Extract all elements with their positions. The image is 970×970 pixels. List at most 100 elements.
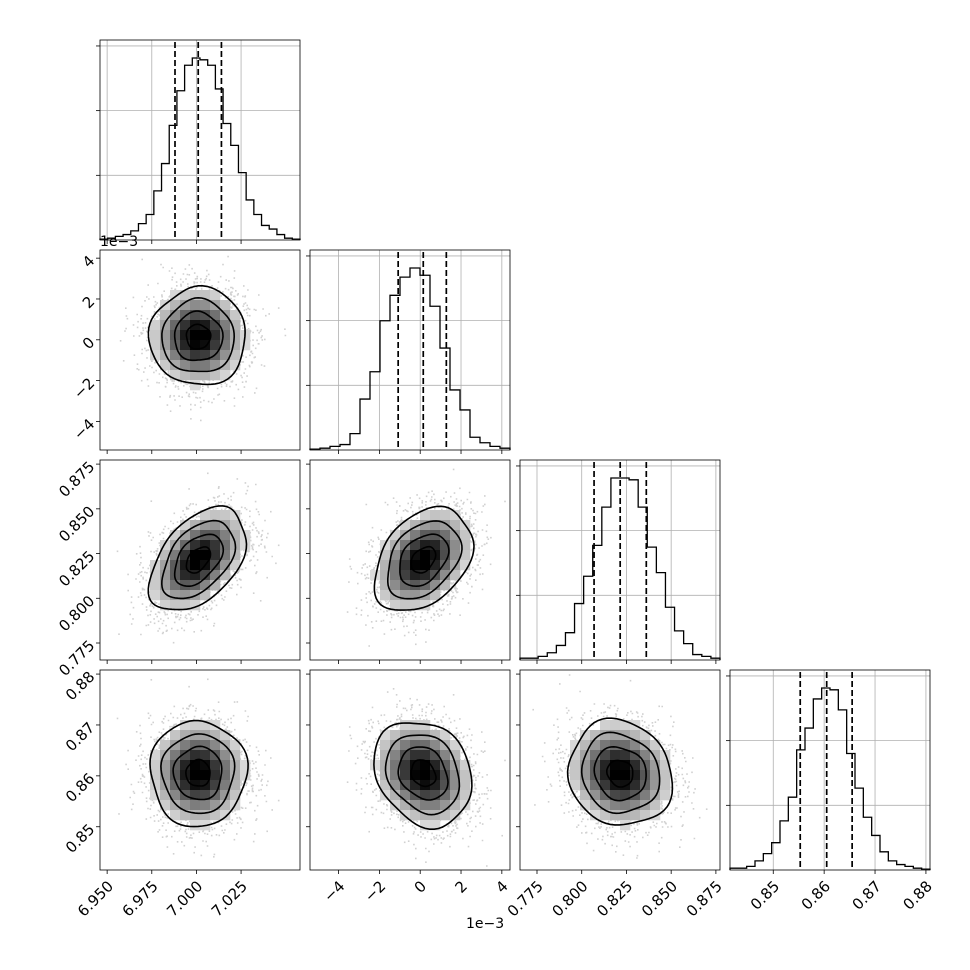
density-cell — [210, 290, 221, 301]
density-cell — [200, 510, 211, 521]
density-cell — [400, 540, 411, 551]
density-cell — [440, 520, 451, 531]
density-cell — [440, 580, 451, 591]
density-cell — [230, 790, 241, 801]
density-cell — [190, 600, 201, 611]
contour-line — [566, 717, 674, 826]
density-cell — [460, 790, 471, 801]
density-cell — [600, 810, 611, 821]
density-cell — [170, 780, 181, 791]
density-cell — [220, 800, 231, 811]
x-tick-label: 0.86 — [798, 877, 834, 913]
density-cell — [390, 530, 401, 541]
density-cell — [380, 570, 391, 581]
density-cell — [220, 550, 231, 561]
density-cell — [420, 720, 431, 731]
y-tick-label: 0.825 — [55, 547, 98, 590]
density-cell — [420, 750, 431, 761]
density-cell — [200, 800, 211, 811]
density-cell — [380, 560, 391, 571]
axes-frame — [309, 249, 511, 451]
density-cell — [170, 540, 181, 551]
density-cell — [170, 760, 181, 771]
density-cell — [160, 740, 171, 751]
density-cell — [170, 770, 181, 781]
density-cell — [150, 340, 161, 351]
density-cell — [440, 560, 451, 571]
density-cell — [460, 540, 471, 551]
density-cell — [180, 770, 191, 781]
density-cell — [650, 800, 661, 811]
density-cell — [220, 510, 231, 521]
contour-line — [410, 545, 437, 574]
density-cell — [190, 550, 201, 561]
x-tick-label: 0.88 — [899, 877, 935, 913]
density-cell — [430, 520, 441, 531]
x-tick-label: −4 — [320, 877, 348, 905]
histogram-step-line — [729, 687, 931, 870]
density-cell — [430, 590, 441, 601]
density-cell — [230, 340, 241, 351]
panel-content — [346, 468, 506, 647]
density-cell — [420, 800, 431, 811]
density-cell — [440, 770, 451, 781]
density-cell — [410, 740, 421, 751]
density-cell — [210, 370, 221, 381]
density-cell — [420, 520, 431, 531]
density-cell — [230, 310, 241, 321]
density-cell — [150, 760, 161, 771]
histogram-step-line — [309, 267, 511, 450]
density-cell — [420, 820, 431, 831]
density-cell — [170, 790, 181, 801]
density-cell — [410, 580, 421, 591]
density-cell — [210, 320, 221, 331]
density-cell — [180, 590, 191, 601]
density-cell — [230, 510, 241, 521]
density-cell — [180, 350, 191, 361]
density-cell — [400, 720, 411, 731]
density-cell — [410, 560, 421, 571]
density-cell — [180, 810, 191, 821]
density-cell — [230, 750, 241, 761]
contour-line — [397, 746, 449, 801]
density-cell — [400, 560, 411, 571]
density-cell — [430, 510, 441, 521]
density-cell — [580, 800, 591, 811]
x-tick-label: −2 — [361, 877, 389, 905]
density-cell — [570, 780, 581, 791]
x-tick-label: 4 — [492, 877, 511, 896]
density-cell — [380, 580, 391, 591]
density-cell — [410, 780, 421, 791]
density-cell — [650, 750, 661, 761]
density-cell — [400, 780, 411, 791]
density-cell — [390, 740, 401, 751]
density-cell — [210, 520, 221, 531]
density-cell — [150, 320, 161, 331]
density-cell — [460, 760, 471, 771]
density-cell — [400, 790, 411, 801]
density-cell — [620, 740, 631, 751]
density-cell — [170, 360, 181, 371]
density-cell — [230, 530, 241, 541]
y-tick-label: 0 — [79, 333, 98, 352]
density-cell — [200, 570, 211, 581]
axes-frame — [519, 459, 721, 661]
density-cell — [210, 810, 221, 821]
density-cell — [160, 750, 171, 761]
density-cell — [440, 530, 451, 541]
density-cell — [180, 310, 191, 321]
density-cell — [230, 550, 241, 561]
density-cell — [420, 810, 431, 821]
density-cell — [650, 770, 661, 781]
density-cell — [200, 520, 211, 531]
x-tick-label: 0.850 — [638, 877, 681, 920]
density-cell — [170, 550, 181, 561]
density-cell — [190, 740, 201, 751]
density-cell — [440, 760, 451, 771]
density-cell — [210, 740, 221, 751]
density-cell — [220, 340, 231, 351]
density-cell — [620, 810, 631, 821]
density-cell — [180, 300, 191, 311]
density-cell — [400, 770, 411, 781]
histogram-step-line — [519, 477, 721, 660]
